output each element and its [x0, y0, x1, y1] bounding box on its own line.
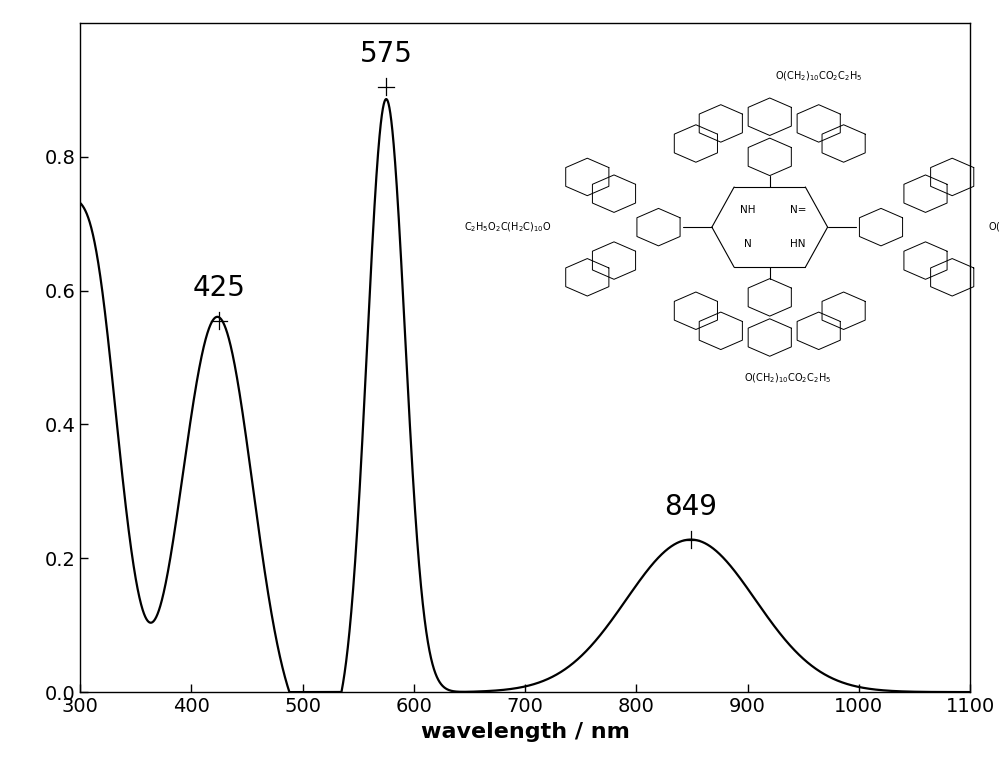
- X-axis label: wavelength / nm: wavelength / nm: [421, 721, 629, 741]
- Text: 575: 575: [360, 40, 412, 68]
- Text: NH: NH: [740, 205, 755, 215]
- Text: HN: HN: [790, 239, 806, 249]
- Text: O(CH$_2$)$_{10}$CO$_2$C$_2$H$_5$: O(CH$_2$)$_{10}$CO$_2$C$_2$H$_5$: [744, 371, 831, 384]
- Text: N: N: [744, 239, 751, 249]
- Text: C$_2$H$_5$O$_2$C(H$_2$C)$_{10}$O: C$_2$H$_5$O$_2$C(H$_2$C)$_{10}$O: [464, 221, 552, 234]
- Text: O(CH$_2$)$_{10}$CO$_2$C$_2$H$_5$: O(CH$_2$)$_{10}$CO$_2$C$_2$H$_5$: [988, 221, 1000, 234]
- Text: 849: 849: [664, 493, 717, 521]
- Text: 425: 425: [193, 274, 246, 302]
- Text: N=: N=: [790, 205, 806, 215]
- Text: O(CH$_2$)$_{10}$CO$_2$C$_2$H$_5$: O(CH$_2$)$_{10}$CO$_2$C$_2$H$_5$: [775, 70, 862, 83]
